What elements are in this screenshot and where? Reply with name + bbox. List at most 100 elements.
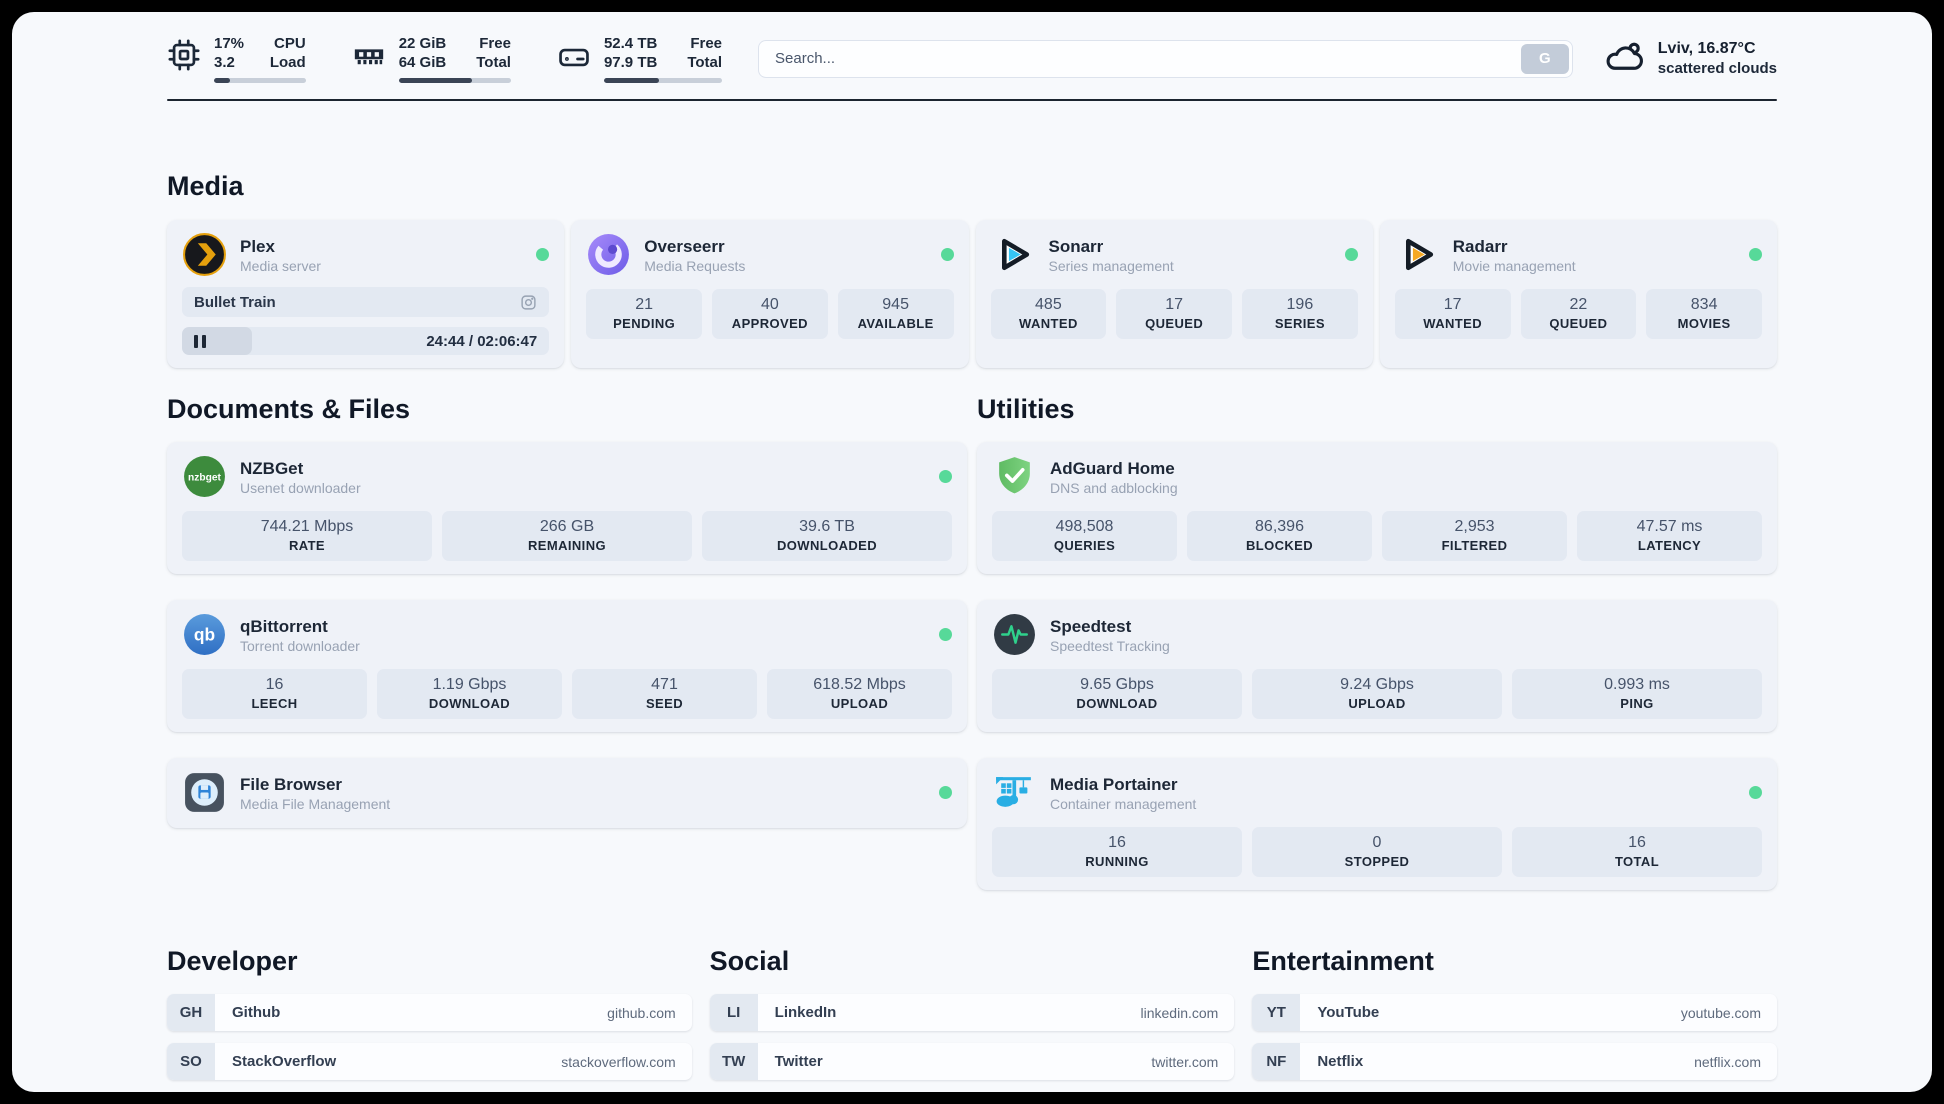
- stat-filtered: 2,953 FILTERED: [1382, 511, 1567, 561]
- app-card-overseerr[interactable]: Overseerr Media Requests 21 PENDING 40 APP…: [571, 220, 969, 368]
- stat-value: 86,396: [1255, 518, 1304, 535]
- app-card-filebrowser[interactable]: File Browser Media File Management: [167, 758, 967, 828]
- link-name: Twitter: [774, 1053, 823, 1070]
- app-name: AdGuard Home: [1050, 458, 1175, 478]
- stat-value: 16: [1628, 834, 1646, 851]
- header-bar: 17% CPU 3.2 Load 22 GiB Free 64 GiB Total: [167, 34, 1777, 83]
- weather-widget[interactable]: Lviv, 16.87°C scattered clouds: [1603, 35, 1777, 82]
- stat-label: PENDING: [613, 316, 676, 331]
- link-twitter[interactable]: TW Twitter twitter.com: [709, 1043, 1235, 1080]
- stat-value: 47.57 ms: [1636, 518, 1703, 535]
- app-name: qBittorrent: [240, 616, 328, 636]
- ram-icon: [352, 38, 386, 72]
- app-card-adguard[interactable]: AdGuard Home DNS and adblocking 498,508 Q…: [977, 442, 1777, 574]
- weather-location-temp: Lviv, 16.87°C: [1657, 40, 1756, 57]
- link-netflix[interactable]: NF Netflix netflix.com: [1252, 1043, 1777, 1080]
- developer-links: Developer GH Github github.com SO StackO…: [167, 946, 692, 1092]
- stat-value: 40: [760, 296, 779, 313]
- app-name: NZBGet: [240, 458, 304, 478]
- stat-label: DOWNLOADED: [776, 538, 878, 553]
- link-name: YouTube: [1317, 1004, 1380, 1021]
- stat-value: 485: [1035, 296, 1062, 313]
- link-youtube[interactable]: YT YouTube youtube.com: [1252, 994, 1777, 1031]
- link-badge: LI: [709, 994, 758, 1031]
- disk-free-label: Free: [690, 35, 723, 52]
- disk-progressbar: [603, 78, 723, 83]
- stat-value: 17: [1443, 296, 1462, 313]
- stat-latency: 47.57 ms LATENCY: [1577, 511, 1762, 561]
- stat-blocked: 86,396 BLOCKED: [1187, 511, 1372, 561]
- stat-value: 39.6 TB: [799, 518, 855, 535]
- media-grid: Plex Media server Bullet Train 24:44 / 0…: [167, 220, 1777, 368]
- playback-time: 24:44 / 02:06:47: [426, 332, 538, 350]
- stat-label: RATE: [288, 538, 326, 553]
- app-card-sonarr[interactable]: Sonarr Series management 485 WANTED 17 QUE…: [975, 220, 1373, 368]
- app-card-qbittorrent[interactable]: qb qBittorrent Torrent downloader 16 LEEC…: [167, 600, 967, 732]
- link-github[interactable]: GH Github github.com: [167, 994, 692, 1031]
- status-dot: [940, 248, 954, 261]
- app-card-speedtest[interactable]: Speedtest Speedtest Tracking 9.65 Gbps DO…: [977, 600, 1777, 732]
- stat-label: APPROVED: [731, 316, 808, 331]
- header-divider: [167, 99, 1777, 101]
- ram-progressbar: [398, 78, 511, 83]
- weather-condition: scattered clouds: [1657, 60, 1777, 77]
- link-url: stackoverflow.com: [561, 1053, 676, 1070]
- app-name: Speedtest: [1050, 616, 1132, 636]
- stat-value: 16: [1108, 834, 1126, 851]
- link-name: Netflix: [1317, 1053, 1364, 1070]
- stat-label: WANTED: [1423, 316, 1482, 331]
- status-dot: [939, 786, 952, 799]
- app-card-radarr[interactable]: Radarr Movie management 17 WANTED 22 QUEUE…: [1379, 220, 1777, 368]
- app-name: Media Portainer: [1050, 774, 1178, 794]
- stat-value: 17: [1165, 296, 1184, 313]
- stat-value: 2,953: [1454, 518, 1495, 535]
- app-card-plex[interactable]: Plex Media server Bullet Train 24:44 / 0…: [167, 220, 565, 368]
- app-subtitle: Usenet downloader: [240, 479, 361, 496]
- stat-total: 16 TOTAL: [1512, 827, 1762, 877]
- stat-value: 945: [882, 296, 909, 313]
- section-title-utilities: Utilities: [977, 394, 1075, 424]
- plex-icon: [182, 232, 227, 277]
- search-input[interactable]: [758, 39, 1573, 78]
- link-stackoverflow[interactable]: SO StackOverflow stackoverflow.com: [167, 1043, 692, 1080]
- svg-text:qb: qb: [194, 625, 215, 645]
- stat-label: DOWNLOAD: [1076, 696, 1158, 711]
- stat-label: UPLOAD: [1348, 696, 1406, 711]
- filebrowser-icon: [182, 770, 227, 815]
- section-title-developer: Developer: [167, 946, 298, 976]
- stat-label: LEECH: [251, 696, 298, 711]
- qbittorrent-icon: qb: [182, 612, 227, 657]
- stat-label: QUEUED: [1145, 316, 1204, 331]
- playback-progress-row[interactable]: 24:44 / 02:06:47: [182, 327, 550, 355]
- link-linkedin[interactable]: LI LinkedIn linkedin.com: [709, 994, 1235, 1031]
- app-card-portainer[interactable]: Media Portainer Container management 16 R…: [977, 758, 1777, 890]
- overseerr-icon: [586, 232, 631, 277]
- stat-approved: 40 APPROVED: [712, 289, 828, 339]
- stat-queries: 498,508 QUERIES: [992, 511, 1177, 561]
- app-subtitle: Media Requests: [644, 257, 746, 274]
- stat-value: 22: [1569, 296, 1588, 313]
- search-engine-button[interactable]: G: [1520, 43, 1569, 74]
- app-card-nzbget[interactable]: nzbget NZBGet Usenet downloader 744.21 M…: [167, 442, 967, 574]
- app-name: Plex: [240, 236, 275, 256]
- section-title-documents: Documents & Files: [167, 394, 411, 424]
- stat-value: 196: [1286, 296, 1314, 313]
- ram-stat: 22 GiB Free 64 GiB Total: [352, 34, 511, 83]
- utilities-column: Utilities AdGuard Home DNS and adblockin…: [977, 394, 1777, 890]
- stat-pending: 21 PENDING: [586, 289, 702, 339]
- stat-value: 21: [635, 296, 654, 313]
- link-url: netflix.com: [1694, 1053, 1761, 1070]
- entertainment-links: Entertainment YT YouTube youtube.com NF …: [1252, 946, 1777, 1092]
- documents-column: Documents & Files nzbget NZBGet Usenet d…: [167, 394, 967, 890]
- section-title-entertainment: Entertainment: [1252, 946, 1434, 976]
- disk-icon: [557, 38, 591, 72]
- pause-icon[interactable]: [194, 334, 206, 348]
- cpu-load-label: Load: [269, 54, 306, 71]
- stat-remaining: 266 GB REMAINING: [442, 511, 692, 561]
- app-subtitle: Speedtest Tracking: [1050, 637, 1170, 654]
- cloud-icon: [1603, 35, 1645, 82]
- stat-value: 9.65 Gbps: [1080, 676, 1154, 693]
- status-dot: [939, 470, 952, 483]
- link-url: linkedin.com: [1140, 1004, 1219, 1021]
- stat-label: TOTAL: [1614, 854, 1660, 869]
